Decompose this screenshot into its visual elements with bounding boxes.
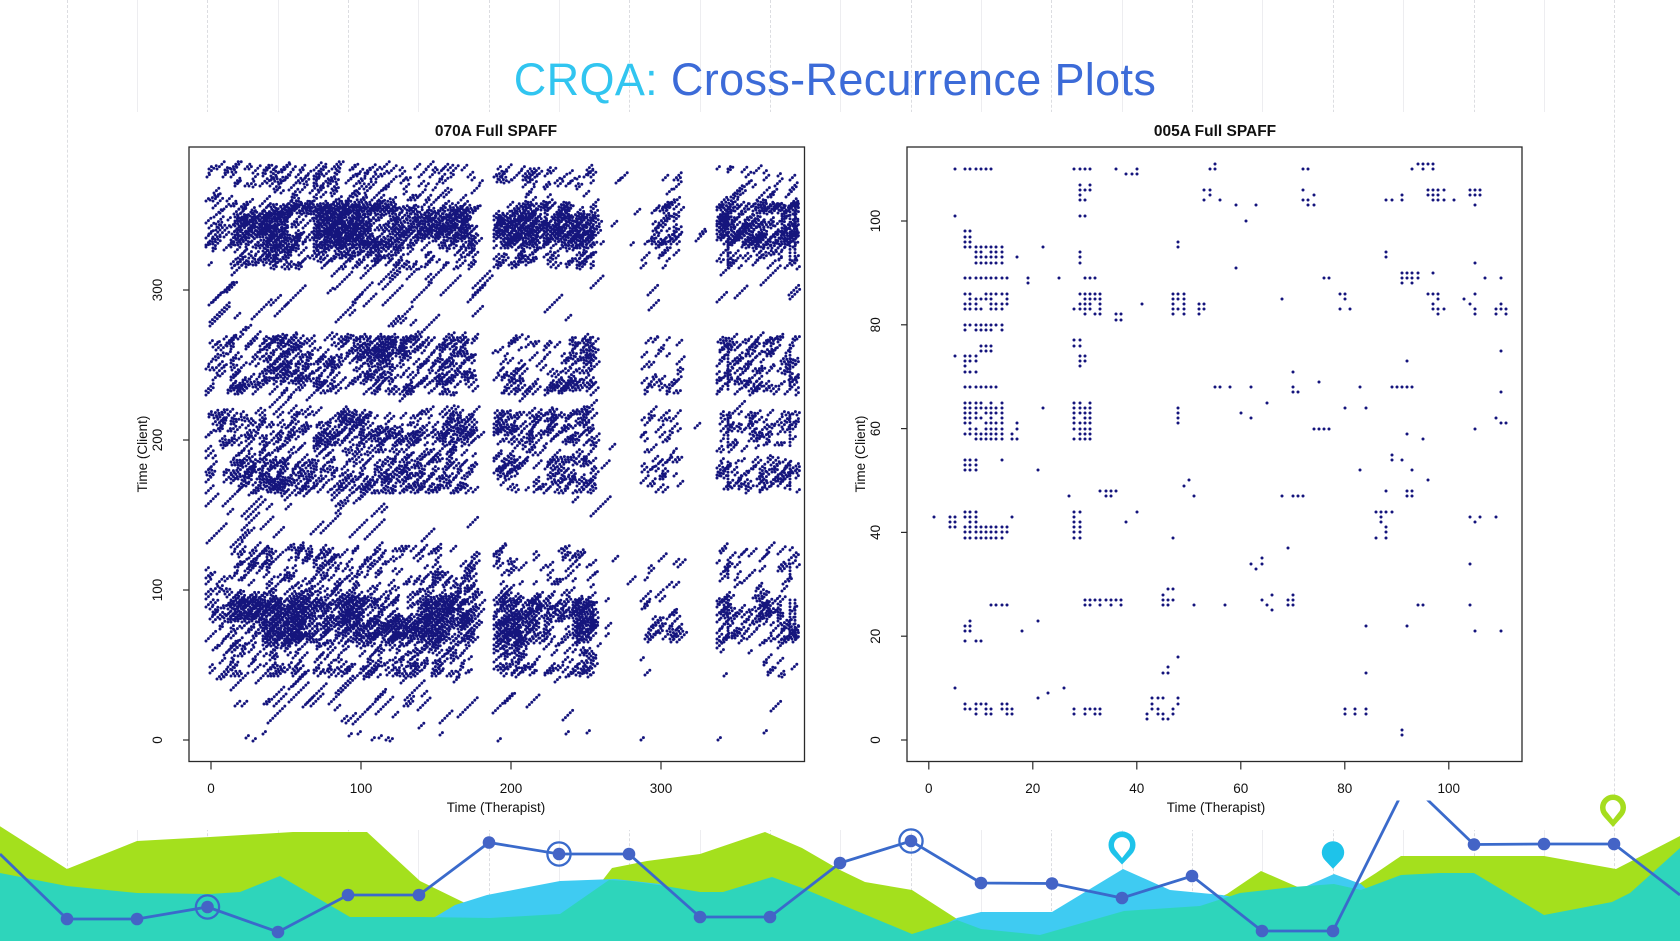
svg-text:60: 60	[1233, 781, 1248, 796]
svg-text:80: 80	[868, 317, 883, 332]
svg-text:100: 100	[350, 781, 373, 796]
svg-text:0: 0	[868, 736, 883, 744]
svg-text:Time (Client): Time (Client)	[135, 416, 150, 493]
svg-text:0: 0	[207, 781, 215, 796]
svg-text:40: 40	[868, 525, 883, 540]
svg-text:100: 100	[1438, 781, 1461, 796]
svg-text:300: 300	[650, 781, 673, 796]
svg-text:0: 0	[150, 736, 165, 744]
svg-text:100: 100	[150, 579, 165, 602]
svg-text:Time (Therapist): Time (Therapist)	[1167, 800, 1266, 815]
svg-text:0: 0	[925, 781, 933, 796]
svg-text:100: 100	[868, 210, 883, 233]
svg-text:Time (Therapist): Time (Therapist)	[447, 800, 546, 815]
svg-text:20: 20	[868, 629, 883, 644]
svg-text:60: 60	[868, 421, 883, 436]
svg-text:200: 200	[150, 429, 165, 452]
svg-text:20: 20	[1025, 781, 1040, 796]
svg-text:070A Full SPAFF: 070A Full SPAFF	[435, 123, 557, 140]
svg-text:005A Full SPAFF: 005A Full SPAFF	[1154, 123, 1276, 140]
svg-text:80: 80	[1337, 781, 1352, 796]
svg-text:200: 200	[500, 781, 523, 796]
svg-text:Time (Client): Time (Client)	[853, 416, 868, 493]
svg-text:40: 40	[1129, 781, 1144, 796]
svg-text:300: 300	[150, 279, 165, 302]
